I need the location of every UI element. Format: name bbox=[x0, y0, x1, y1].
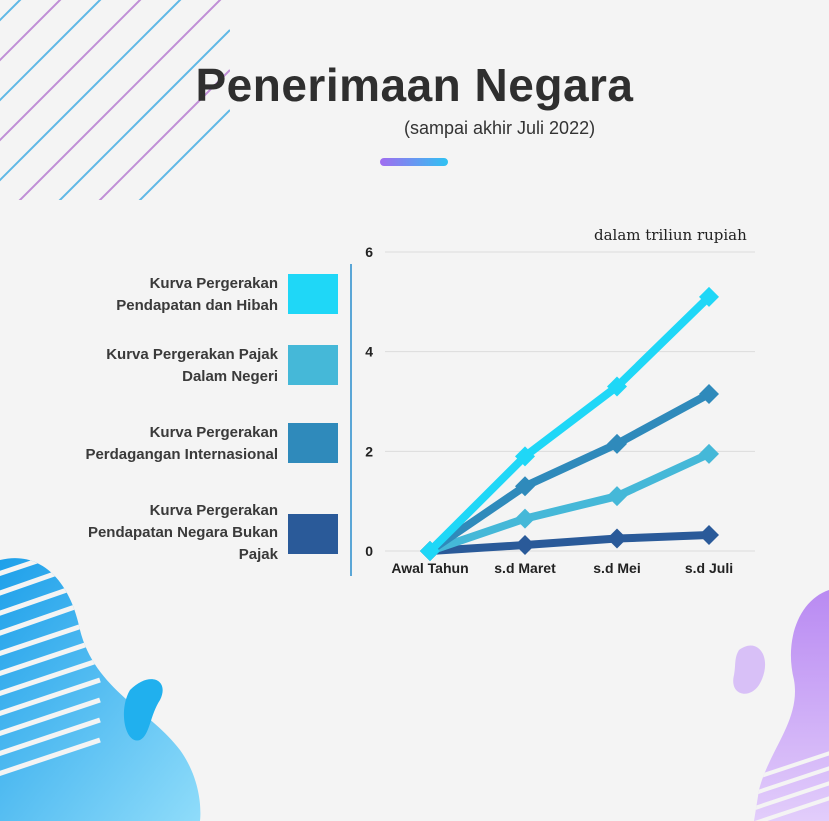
legend-swatch bbox=[288, 423, 338, 463]
legend-item-perdagangan-internasional: Kurva Pergerakan Perdagangan Internasion… bbox=[60, 419, 340, 479]
data-point-marker bbox=[515, 535, 535, 556]
decorative-stripes bbox=[0, 0, 230, 200]
x-axis-ticks: Awal Tahun s.d Maret s.d Mei s.d Juli bbox=[391, 560, 733, 576]
y-tick-label: 6 bbox=[365, 244, 373, 260]
legend-label: Kurva Pergerakan Perdagangan Internasion… bbox=[48, 422, 278, 466]
legend-swatch bbox=[288, 514, 338, 554]
legend-label: Kurva Pergerakan Pendapatan Negara Bukan… bbox=[48, 500, 278, 566]
legend-swatch bbox=[288, 345, 338, 385]
legend-item-pnbp: Kurva Pergerakan Pendapatan Negara Bukan… bbox=[60, 500, 340, 570]
legend-label-line: Kurva Pergerakan Pajak bbox=[106, 346, 278, 363]
series-line bbox=[426, 531, 713, 555]
legend-label-line: Pendapatan dan Hibah bbox=[116, 297, 278, 314]
data-point-marker bbox=[607, 528, 627, 549]
legend-label-line: Pendapatan Negara Bukan bbox=[87, 524, 278, 541]
legend-label-line: Dalam Negeri bbox=[182, 368, 278, 385]
legend-label-line: Kurva Pergerakan bbox=[149, 502, 278, 519]
y-tick-label: 0 bbox=[365, 543, 373, 559]
data-point-marker bbox=[699, 384, 719, 405]
series-line bbox=[426, 390, 713, 555]
unit-note: dalam triliun rupiah bbox=[594, 226, 747, 244]
legend-divider bbox=[350, 264, 352, 576]
decorative-blob-left bbox=[0, 558, 201, 821]
data-point-marker bbox=[515, 476, 535, 497]
decorative-blob-right bbox=[733, 590, 829, 821]
x-tick-label: Awal Tahun bbox=[391, 560, 468, 576]
legend-item-pajak-dalam-negeri: Kurva Pergerakan Pajak Dalam Negeri bbox=[60, 341, 340, 401]
accent-bar bbox=[380, 158, 448, 166]
y-tick-label: 2 bbox=[365, 443, 373, 459]
data-point-marker bbox=[607, 433, 627, 454]
series-line bbox=[426, 292, 713, 555]
y-axis-ticks: 0 2 4 6 bbox=[365, 244, 373, 559]
data-point-marker bbox=[607, 376, 627, 397]
legend-label-line: Pajak bbox=[238, 546, 278, 563]
legend-item-pendapatan-hibah: Kurva Pergerakan Pendapatan dan Hibah bbox=[60, 270, 340, 330]
legend-label-line: Kurva Pergerakan bbox=[149, 275, 278, 292]
series-line bbox=[426, 449, 713, 555]
legend-label-line: Perdagangan Internasional bbox=[85, 446, 278, 463]
y-tick-label: 4 bbox=[365, 344, 373, 360]
page-title: Penerimaan Negara bbox=[195, 59, 634, 111]
data-point-marker bbox=[699, 286, 719, 307]
legend-label: Kurva Pergerakan Pendapatan dan Hibah bbox=[48, 273, 278, 317]
data-point-marker bbox=[515, 446, 535, 467]
data-point-marker bbox=[699, 525, 719, 546]
x-tick-label: s.d Maret bbox=[494, 560, 556, 576]
data-point-marker bbox=[699, 443, 719, 464]
data-point-marker bbox=[515, 508, 535, 529]
x-tick-label: s.d Mei bbox=[593, 560, 640, 576]
legend-label: Kurva Pergerakan Pajak Dalam Negeri bbox=[48, 344, 278, 388]
page-subtitle: (sampai akhir Juli 2022) bbox=[404, 118, 596, 138]
data-point-marker bbox=[607, 486, 627, 507]
chart-series bbox=[420, 286, 719, 561]
legend-label-line: Kurva Pergerakan bbox=[149, 424, 278, 441]
x-tick-label: s.d Juli bbox=[685, 560, 733, 576]
legend-swatch bbox=[288, 274, 338, 314]
data-point-marker bbox=[420, 541, 440, 561]
line-chart: 0 2 4 6 Awal Tahun s.d Maret s.d Mei s.d Juli bbox=[365, 244, 755, 576]
